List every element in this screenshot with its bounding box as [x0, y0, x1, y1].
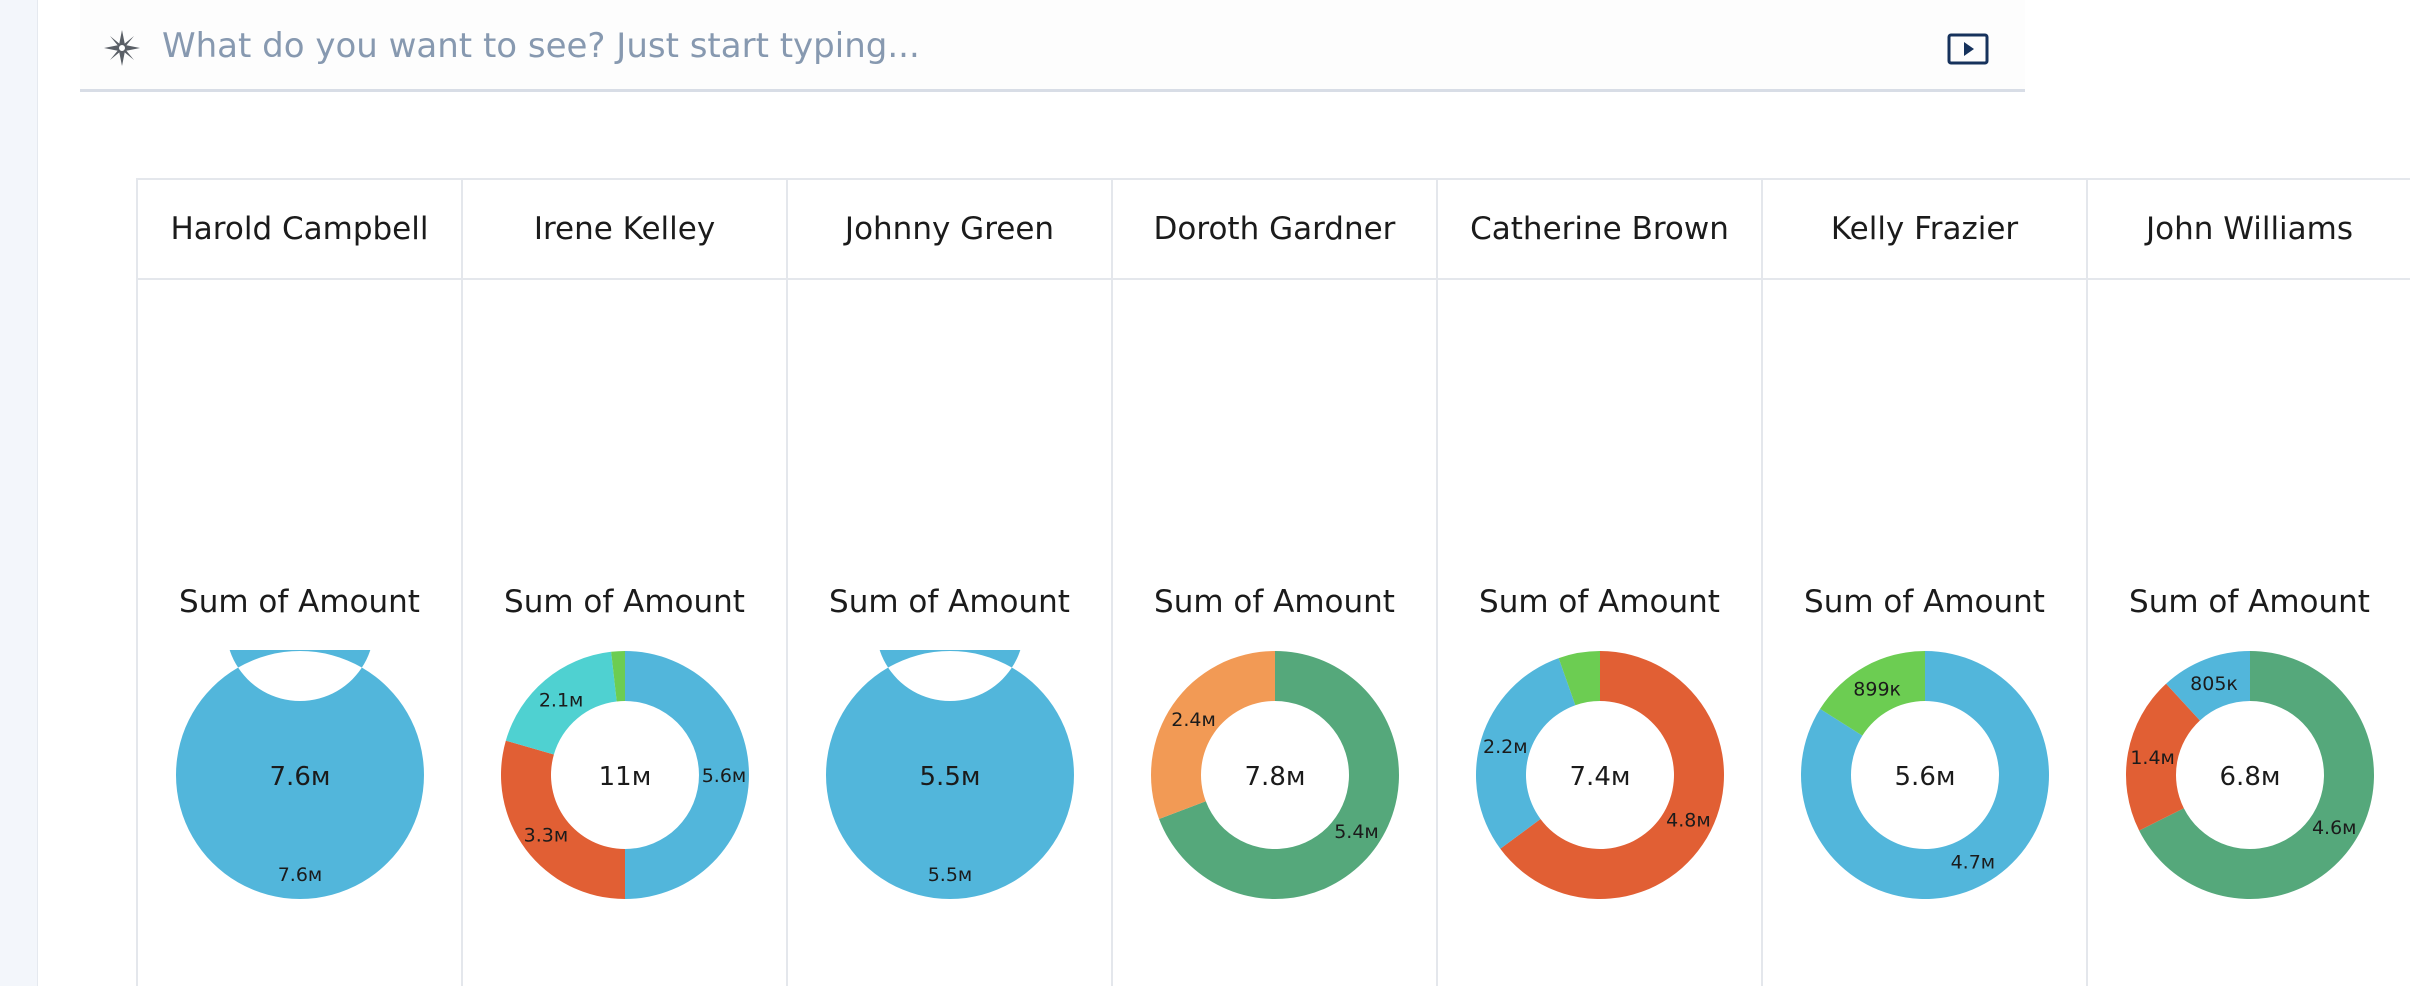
donut-chart: 7.6м 7.6м — [175, 650, 424, 899]
donut-total-label: 5.5м — [920, 762, 981, 792]
donut-total-label: 5.6м — [1895, 762, 1956, 792]
donut-total-label: 11м — [599, 762, 652, 792]
slice-data-label: 4.6м — [2312, 817, 2357, 839]
donut-slice[interactable] — [505, 651, 617, 755]
donut-chart: 4.8м 2.2м 7.4м — [1476, 651, 1724, 899]
panel-header: Johnny Green — [788, 180, 1111, 280]
donut-total-label: 7.8м — [1245, 762, 1306, 792]
chart-title: Sum of Amount — [1804, 584, 2045, 620]
chart-grid: Harold Campbell Sum of Amount 7.6м 7.6м Iren… — [136, 178, 2410, 986]
slice-data-label: 7.6м — [278, 864, 323, 886]
chart-title: Sum of Amount — [829, 584, 1070, 620]
donut-slice[interactable] — [1801, 651, 2049, 899]
donut-slice[interactable] — [1500, 651, 1724, 899]
donut-slice[interactable] — [1159, 651, 1399, 899]
donut-chart: 5.5м 5.5м — [825, 650, 1074, 899]
chart-title: Sum of Amount — [504, 584, 745, 620]
slice-data-label: 899к — [1853, 678, 1901, 700]
donut-chart: 4.7м 899к 5.6м — [1801, 651, 2049, 899]
donut-chart: 5.6м 3.3м 2.1м 11м — [501, 651, 749, 899]
donut-slice[interactable] — [625, 651, 749, 899]
panel-header: Kelly Frazier — [1763, 180, 2086, 280]
slice-data-label: 4.7м — [1951, 852, 1996, 874]
donut-total-label: 7.4м — [1570, 762, 1631, 792]
chart-panel: Harold Campbell Sum of Amount 7.6м 7.6м — [136, 178, 461, 986]
chart-panel: Doroth Gardner Sum of Amount 5.4м 2.4м 7.8м — [1111, 178, 1436, 986]
slice-data-label: 2.1м — [539, 689, 584, 711]
panel-header: John Williams — [2088, 180, 2410, 280]
chart-panel: Kelly Frazier Sum of Amount 4.7м 899к 5.6м — [1761, 178, 2086, 986]
panel-header: Irene Kelley — [463, 180, 786, 280]
chart-title: Sum of Amount — [179, 584, 420, 620]
chart-panel: Catherine Brown Sum of Amount 4.8м 2.2м 7.4м — [1436, 178, 1761, 986]
slice-data-label: 805к — [2190, 673, 2238, 695]
donut-slice[interactable] — [2126, 683, 2200, 831]
chart-title: Sum of Amount — [1154, 584, 1395, 620]
donut-slice[interactable] — [1476, 658, 1576, 849]
search-input[interactable]: What do you want to see? Just start typi… — [162, 26, 920, 66]
donut-slice[interactable] — [1558, 651, 1600, 706]
donut-total-label: 7.6м — [270, 762, 331, 792]
donut-slice[interactable] — [2166, 651, 2250, 721]
panel-header: Doroth Gardner — [1113, 180, 1436, 280]
slice-data-label: 4.8м — [1666, 810, 1711, 832]
donut-slice[interactable] — [1820, 651, 1925, 736]
donut-slice[interactable] — [175, 650, 424, 899]
donut-slice[interactable] — [825, 650, 1074, 899]
slice-data-label: 2.2м — [1483, 736, 1528, 758]
donut-slice[interactable] — [2139, 651, 2374, 899]
donut-total-label: 6.8м — [2220, 762, 2281, 792]
donut-chart: 5.4м 2.4м 7.8м — [1151, 651, 1399, 899]
donut-slice[interactable] — [1151, 651, 1275, 819]
donut-slice[interactable] — [611, 651, 625, 702]
slice-data-label: 5.5м — [928, 864, 973, 886]
chart-title: Sum of Amount — [2129, 584, 2370, 620]
slice-data-label: 2.4м — [1171, 709, 1216, 731]
slice-data-label: 5.6м — [702, 765, 747, 787]
donut-chart: 4.6м 1.4м 805к 6.8м — [2126, 651, 2374, 899]
panel-header: Harold Campbell — [138, 180, 461, 280]
slice-data-label: 1.4м — [2130, 747, 2175, 769]
panel-header: Catherine Brown — [1438, 180, 1761, 280]
donut-slice[interactable] — [501, 740, 625, 899]
left-rail — [0, 0, 38, 986]
slice-data-label: 3.3м — [524, 825, 569, 847]
chart-title: Sum of Amount — [1479, 584, 1720, 620]
search-bar[interactable]: What do you want to see? Just start typi… — [80, 0, 2025, 92]
chart-panel: John Williams Sum of Amount 4.6м 1.4м 805к 6.… — [2086, 178, 2410, 986]
chart-panel: Johnny Green Sum of Amount 5.5м 5.5м — [786, 178, 1111, 986]
compass-icon — [104, 30, 140, 66]
slice-data-label: 5.4м — [1334, 821, 1379, 843]
chart-panel: Irene Kelley Sum of Amount 5.6м 3.3м 2.1м 11м — [461, 178, 786, 986]
play-icon[interactable] — [1947, 33, 1989, 65]
